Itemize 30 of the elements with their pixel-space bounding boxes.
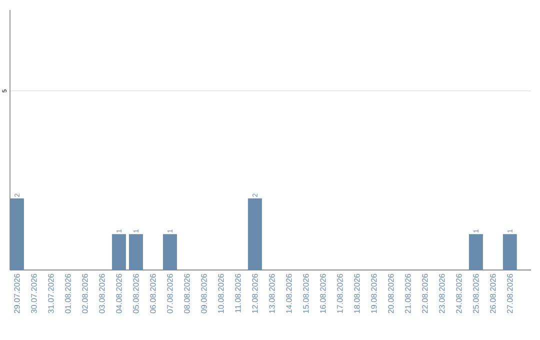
x-tick-label: 27.08.2026: [507, 274, 513, 314]
x-tick-label: 09.08.2026: [201, 274, 207, 314]
x-tick-label: 11.08.2026: [235, 274, 241, 312]
x-tick-label: 22.08.2026: [422, 274, 428, 314]
x-tick-label: 24.08.2026: [456, 274, 462, 314]
x-tick-label: 25.08.2026: [473, 274, 479, 314]
x-tick-label: 26.08.2026: [490, 274, 496, 314]
x-tick-label: 13.08.2026: [269, 274, 275, 313]
x-tick-label: 18.08.2026: [354, 274, 360, 313]
x-tick-label: 31.07.2026: [48, 274, 54, 314]
x-tick-label: 08.08.2026: [184, 274, 190, 314]
x-tick-label: 04.08.2026: [116, 274, 122, 314]
x-tick-label: 06.08.2026: [150, 274, 156, 314]
x-tick-label: 01.08.2026: [65, 274, 71, 314]
x-tick-label: 12.08.2026: [252, 274, 258, 313]
x-tick-label: 02.08.2026: [82, 274, 88, 314]
x-tick-label: 20.08.2026: [388, 274, 394, 314]
x-tick-label: 05.08.2026: [133, 274, 139, 314]
x-tick-label: 03.08.2026: [99, 274, 105, 314]
x-tick-label: 15.08.2026: [303, 274, 309, 313]
x-tick-label: 07.08.2026: [167, 274, 173, 314]
x-tick-label: 16.08.2026: [320, 274, 326, 313]
x-tick-label: 10.08.2026: [218, 274, 224, 313]
x-tick-label: 23.08.2026: [439, 274, 445, 314]
x-tick-label: 17.08.2026: [337, 274, 343, 313]
x-tick-label: 14.08.2026: [286, 274, 292, 313]
x-tick-label: 19.08.2026: [371, 274, 377, 313]
x-tick-label: 29.07.2026: [14, 274, 20, 314]
x-tick-label: 21.08.2026: [405, 274, 411, 314]
x-tick-label: 30.07.2026: [31, 274, 37, 314]
